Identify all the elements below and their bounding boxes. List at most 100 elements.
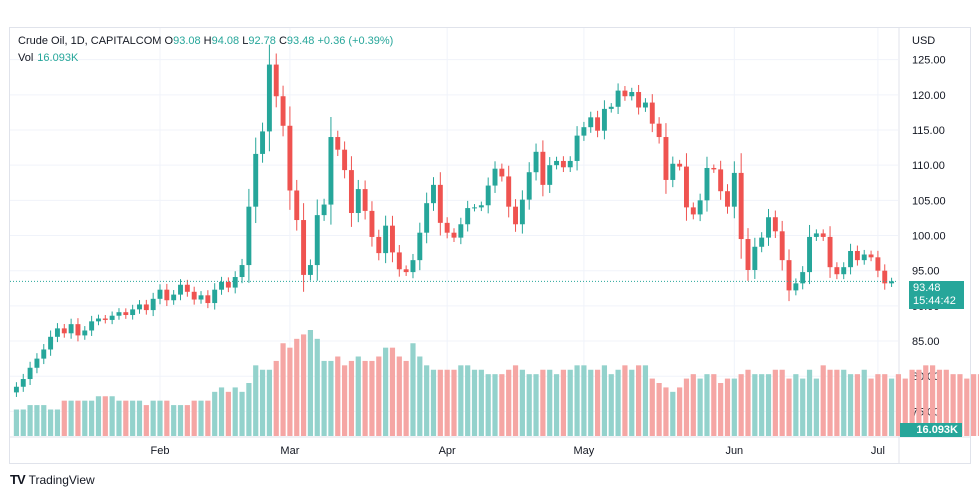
- volume-bar: [820, 365, 826, 436]
- candle-body: [260, 131, 266, 154]
- candle-body: [868, 254, 874, 258]
- candle-body: [629, 92, 635, 97]
- candle-body: [335, 137, 341, 150]
- volume-bar: [430, 369, 437, 436]
- candle-body: [588, 117, 594, 128]
- volume-bar: [164, 400, 170, 436]
- candle-body: [478, 205, 484, 208]
- volume-bar: [239, 391, 245, 436]
- volume-bar: [218, 387, 225, 436]
- volume-bar: [909, 369, 915, 436]
- volume-bar: [875, 374, 881, 436]
- candle-body: [793, 283, 799, 291]
- candle-body: [75, 324, 81, 336]
- x-tick-label: Jun: [725, 445, 743, 457]
- candle-body: [772, 217, 778, 232]
- candle-body: [116, 312, 122, 316]
- volume-bar: [943, 369, 949, 436]
- volume-bar: [683, 378, 690, 436]
- candle-body: [184, 284, 190, 292]
- volume-bar: [89, 400, 95, 436]
- candle-body: [314, 215, 320, 266]
- tradingview-brand[interactable]: TV TradingView: [10, 472, 95, 487]
- volume-bar: [253, 365, 259, 436]
- chart-frame[interactable]: [9, 27, 971, 464]
- volume-bar: [977, 374, 979, 436]
- candle-body: [615, 90, 621, 107]
- low-value: 92.78: [248, 35, 276, 47]
- candle-body: [444, 222, 450, 233]
- volume-bar: [109, 396, 115, 436]
- candle-body: [574, 135, 580, 161]
- volume-bar: [492, 374, 498, 436]
- candle-body: [102, 318, 108, 320]
- volume-bar: [806, 369, 813, 436]
- candle-body: [191, 291, 197, 300]
- volume-bar: [307, 330, 314, 436]
- volume-bar: [615, 369, 621, 436]
- volume-bar: [116, 400, 122, 436]
- volume-bar: [314, 338, 320, 436]
- candle-body: [96, 318, 101, 322]
- volume-bar: [403, 360, 409, 436]
- candle-body: [123, 312, 129, 316]
- volume-bar: [574, 365, 580, 436]
- candle-body: [246, 206, 252, 266]
- volume-bar: [246, 383, 252, 436]
- candle-body: [663, 137, 669, 180]
- candle-body: [608, 106, 614, 109]
- volume-bar: [348, 360, 355, 436]
- open-label: O: [164, 35, 174, 47]
- volume-bar: [916, 369, 922, 436]
- candle-body: [137, 304, 142, 310]
- volume-bar: [82, 400, 88, 436]
- volume-bar: [642, 365, 649, 436]
- volume-bar: [861, 369, 867, 436]
- volume-bar: [232, 387, 238, 436]
- volume-bar: [123, 400, 129, 436]
- candle-body: [219, 281, 224, 290]
- candle-body: [328, 137, 334, 205]
- volume-bar: [362, 360, 368, 436]
- volume-bar: [663, 387, 669, 436]
- volume-bar: [369, 360, 375, 436]
- volume-bar: [711, 374, 717, 436]
- volume-bar: [601, 365, 608, 436]
- volume-bar: [61, 400, 67, 436]
- candle-body: [642, 102, 648, 108]
- volume-bar: [287, 347, 293, 436]
- candle-body: [164, 289, 170, 301]
- volume-bar: [677, 387, 683, 436]
- last-volume-tag: 16.093K: [900, 423, 962, 437]
- candle-body: [807, 236, 812, 273]
- volume-bar: [485, 374, 491, 436]
- volume-bar: [567, 369, 573, 436]
- volume-bar: [177, 405, 184, 436]
- volume-bar: [34, 405, 40, 436]
- volume-bar: [581, 365, 587, 436]
- candle-body: [410, 260, 416, 273]
- volume-bar: [793, 374, 799, 436]
- x-tick-label: Apr: [439, 445, 456, 457]
- volume-bar: [376, 356, 382, 436]
- candle-body: [396, 252, 402, 270]
- currency-label[interactable]: USD: [912, 35, 936, 47]
- candle-body: [321, 204, 327, 216]
- volume-bar: [533, 374, 539, 436]
- volume-bar: [321, 360, 327, 436]
- candle-body: [779, 231, 785, 261]
- volume-bar: [553, 374, 560, 436]
- volume-bar: [205, 400, 211, 436]
- candle-body: [731, 172, 737, 207]
- candle-body: [595, 117, 601, 131]
- candle-body: [875, 257, 881, 271]
- candle-body: [889, 281, 895, 284]
- candle-body: [540, 151, 546, 185]
- candle-body: [109, 315, 115, 320]
- volume-bar: [964, 378, 970, 436]
- volume-bar: [54, 409, 61, 436]
- candle-body: [54, 328, 60, 337]
- candle-body: [273, 64, 279, 97]
- candle-body: [205, 295, 211, 304]
